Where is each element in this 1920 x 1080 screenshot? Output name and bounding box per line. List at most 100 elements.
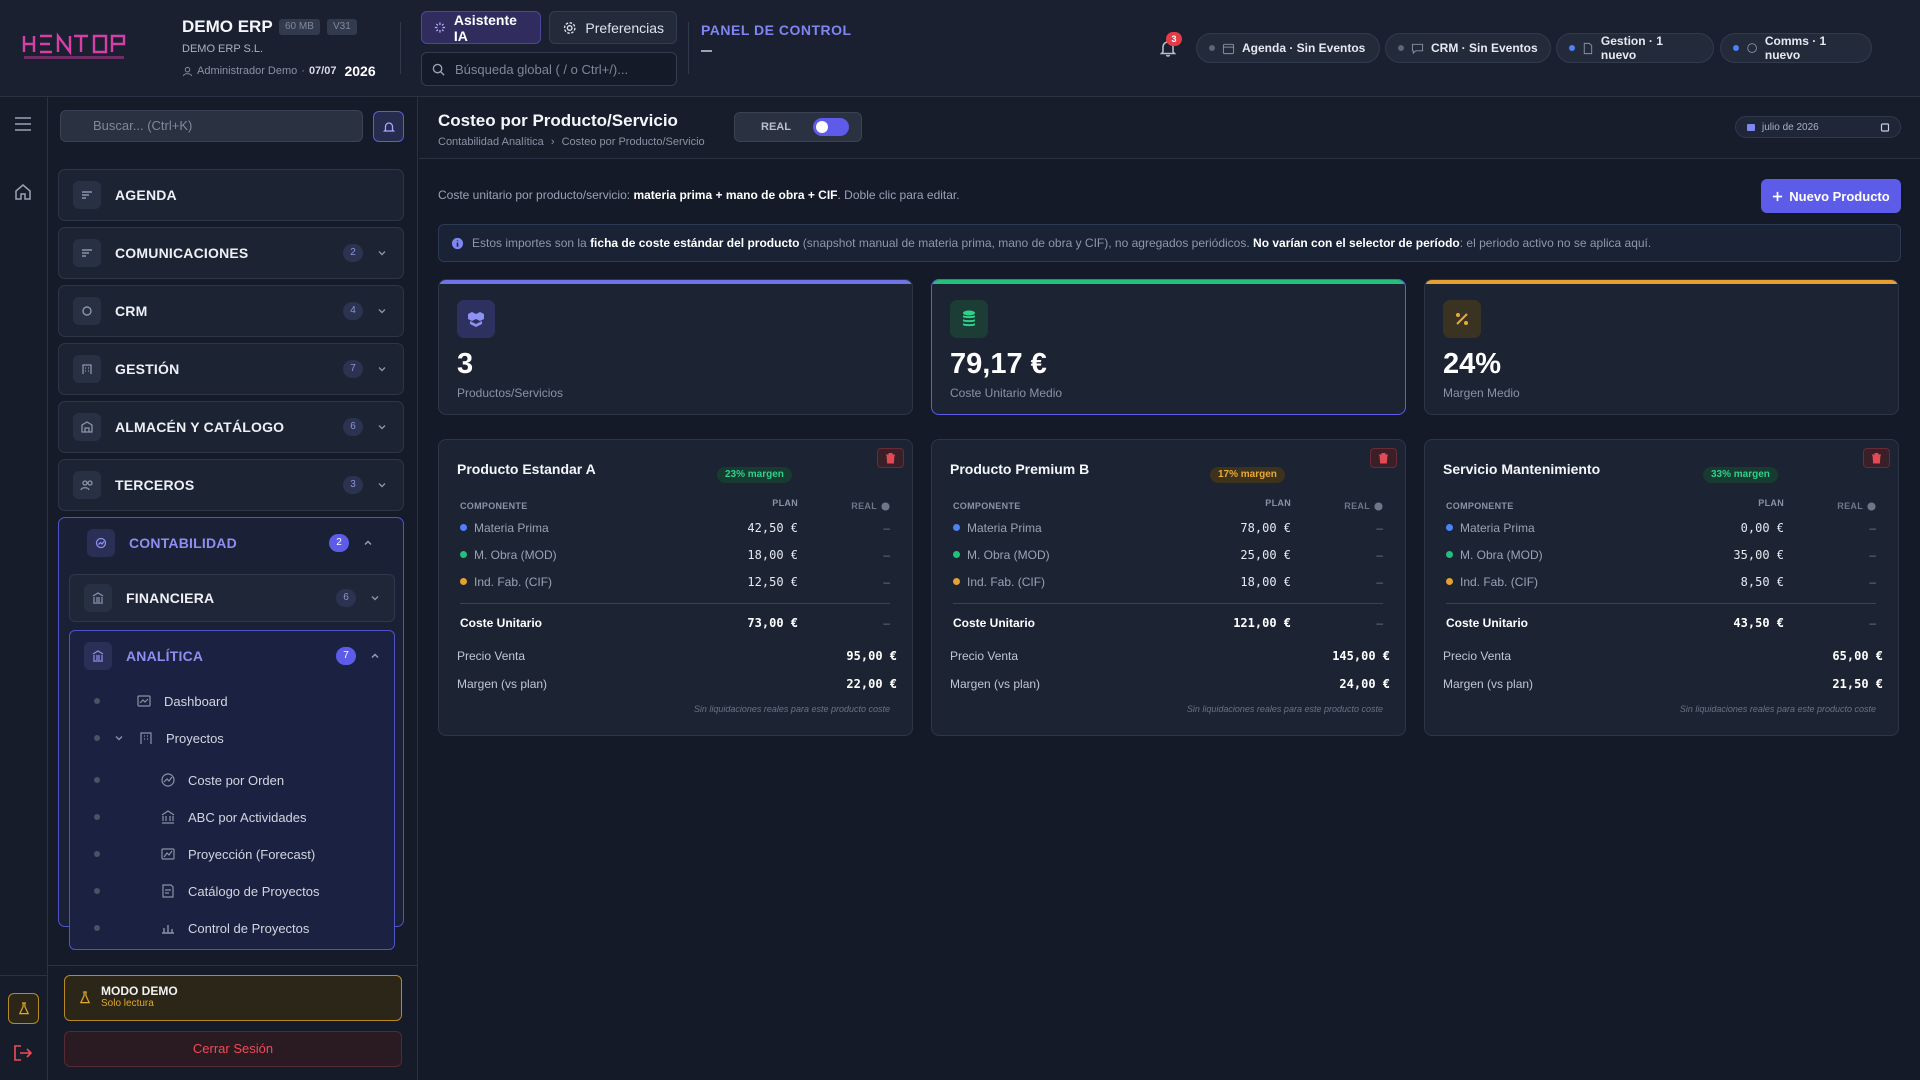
logout-icon[interactable] [13, 1044, 33, 1062]
product-card[interactable]: Servicio Mantenimiento 33% margen COMPON… [1424, 439, 1899, 736]
status-pill-crm[interactable]: CRM · Sin Eventos [1385, 33, 1551, 63]
plan-value[interactable]: 12,50 € [747, 574, 798, 589]
status-pill-label: Agenda · Sin Eventos [1242, 41, 1366, 55]
warehouse-icon [73, 413, 101, 441]
sidebar-leaf-label: ABC por Actividades [188, 809, 307, 825]
component-name: Ind. Fab. (CIF) [967, 574, 1046, 589]
sidebar-leaf-catalogo-proyectos[interactable]: Catálogo de Proyectos [94, 883, 320, 899]
notification-badge: 3 [1166, 32, 1182, 46]
sidebar-item-contabilidad[interactable]: CONTABILIDAD 2 FINANCIERA 6 ANALÍTICA 7 [58, 517, 404, 950]
cost-row[interactable]: M. Obra (MOD) 35,00 € – [1446, 541, 1876, 568]
status-pill-label: CRM · Sin Eventos [1431, 41, 1538, 55]
sidebar-leaf-abc[interactable]: ABC por Actividades [94, 809, 307, 825]
rail-divider [0, 975, 48, 976]
product-card[interactable]: Producto Premium B 17% margen COMPONENTE… [931, 439, 1406, 736]
delete-product-button[interactable] [1370, 448, 1397, 468]
kpi-card-unit-cost: 79,17 € Coste Unitario Medio [931, 279, 1406, 415]
info-banner: Estos importes son la ficha de coste est… [438, 224, 1901, 262]
component-color-dot [1446, 578, 1453, 585]
sidebar-subitem-analitica[interactable]: ANALÍTICA 7 Dashboard Proyectos [69, 630, 395, 950]
brand-logo[interactable] [22, 30, 142, 64]
sidebar-subitem-financiera[interactable]: FINANCIERA 6 [69, 574, 395, 622]
ai-assistant-label: Asistente IA [453, 11, 517, 44]
period-selector[interactable]: julio de 2026 [1735, 116, 1901, 138]
new-product-button[interactable]: Nuevo Producto [1761, 179, 1901, 213]
delete-product-button[interactable] [877, 448, 904, 468]
sidebar-item-almacen[interactable]: ALMACÉN Y CATÁLOGO 6 [58, 401, 404, 453]
breadcrumb-root[interactable]: Contabilidad Analítica [438, 136, 544, 148]
component-cell: M. Obra (MOD) [460, 548, 705, 562]
real-toggle-switch[interactable] [812, 118, 849, 136]
kpi-label: Margen Medio [1443, 386, 1520, 400]
sidebar-leaf-dashboard[interactable]: Dashboard [94, 693, 228, 709]
info-icon[interactable] [881, 501, 890, 511]
plus-icon [1773, 191, 1783, 201]
plan-value[interactable]: 42,50 € [747, 520, 798, 535]
cost-total-row[interactable]: Coste Unitario 121,00 € – [953, 603, 1383, 641]
ai-assistant-button[interactable]: Asistente IA [421, 11, 541, 44]
home-icon[interactable] [14, 183, 32, 201]
agenda-icon [73, 181, 101, 209]
sidebar-leaf-coste-por-orden[interactable]: Coste por Orden [94, 772, 284, 788]
component-cell: M. Obra (MOD) [953, 548, 1198, 562]
demo-mode-rail-button[interactable] [8, 993, 39, 1024]
sidebar-leaf-proyectos[interactable]: Proyectos [94, 730, 224, 746]
kpi-value: 3 [457, 348, 474, 380]
plan-value[interactable]: 0,00 € [1740, 520, 1784, 535]
kpi-accent-bar [932, 280, 1405, 284]
logout-button[interactable]: Cerrar Sesión [64, 1031, 402, 1067]
info-icon[interactable] [1374, 501, 1383, 511]
info-part: Estos importes son la [472, 236, 591, 250]
cost-row[interactable]: Ind. Fab. (CIF) 18,00 € – [953, 568, 1383, 595]
status-pill-agenda[interactable]: Agenda · Sin Eventos [1196, 33, 1380, 63]
cost-row[interactable]: Materia Prima 42,50 € – [460, 514, 890, 541]
menu-icon[interactable] [14, 117, 32, 131]
plan-value[interactable]: 25,00 € [1240, 547, 1291, 562]
chevron-down-icon [378, 251, 386, 256]
status-pill-gestion[interactable]: Gestion · 1 nuevo [1556, 33, 1714, 63]
header-real-cell: REAL [1784, 498, 1876, 514]
preferences-button[interactable]: Preferencias [549, 11, 677, 44]
cost-row[interactable]: M. Obra (MOD) 25,00 € – [953, 541, 1383, 568]
plan-value[interactable]: 35,00 € [1733, 547, 1784, 562]
user-name: Administrador Demo [197, 65, 298, 77]
intro-part: Coste unitario por producto/servicio: [438, 188, 634, 202]
plan-value[interactable]: 18,00 € [1240, 574, 1291, 589]
component-color-dot [953, 524, 960, 531]
panel-title[interactable]: PANEL DE CONTROL [701, 22, 852, 38]
chevron-down-icon [378, 483, 386, 488]
plan-value[interactable]: 18,00 € [747, 547, 798, 562]
sidebar-item-crm[interactable]: CRM 4 [58, 285, 404, 337]
plan-value[interactable]: 8,50 € [1740, 574, 1784, 589]
sidebar-item-terceros[interactable]: TERCEROS 3 [58, 459, 404, 511]
sidebar-item-comunicaciones[interactable]: COMUNICACIONES 2 [58, 227, 404, 279]
total-real: – [1869, 615, 1876, 630]
cost-row[interactable]: Materia Prima 0,00 € – [1446, 514, 1876, 541]
cost-total-row[interactable]: Coste Unitario 43,50 € – [1446, 603, 1876, 641]
chevron-down-icon[interactable] [114, 733, 124, 743]
chat-bubble-icon [1746, 42, 1757, 53]
product-card[interactable]: Producto Estandar A 23% margen COMPONENT… [438, 439, 913, 736]
sidebar-item-agenda[interactable]: AGENDA [58, 169, 404, 221]
status-pill-comms[interactable]: Comms · 1 nuevo [1720, 33, 1872, 63]
sidebar-leaf-forecast[interactable]: Proyección (Forecast) [94, 846, 315, 862]
info-icon[interactable] [1867, 501, 1876, 511]
global-search-input[interactable]: Búsqueda global ( / o Ctrl+/)... [421, 52, 677, 86]
cost-row[interactable]: M. Obra (MOD) 18,00 € – [460, 541, 890, 568]
cost-row[interactable]: Ind. Fab. (CIF) 8,50 € – [1446, 568, 1876, 595]
building-icon [140, 732, 152, 744]
sidebar-notifications-button[interactable] [373, 111, 404, 142]
sidebar-search-input[interactable]: Buscar... (Ctrl+K) [60, 110, 363, 142]
cost-row[interactable]: Ind. Fab. (CIF) 12,50 € – [460, 568, 890, 595]
analitica-header[interactable]: ANALÍTICA 7 [84, 642, 380, 670]
plan-value[interactable]: 78,00 € [1240, 520, 1291, 535]
cost-total-row[interactable]: Coste Unitario 73,00 € – [460, 603, 890, 641]
header-component: COMPONENTE [1446, 501, 1514, 511]
sidebar-leaf-control-proyectos[interactable]: Control de Proyectos [94, 920, 309, 936]
cost-row[interactable]: Materia Prima 78,00 € – [953, 514, 1383, 541]
sidebar-item-gestion[interactable]: GESTIÓN 7 [58, 343, 404, 395]
delete-product-button[interactable] [1863, 448, 1890, 468]
size-chip: 60 MB [279, 19, 320, 35]
contabilidad-header[interactable]: CONTABILIDAD 2 [73, 529, 387, 557]
global-search-placeholder: Búsqueda global ( / o Ctrl+/)... [455, 61, 629, 77]
